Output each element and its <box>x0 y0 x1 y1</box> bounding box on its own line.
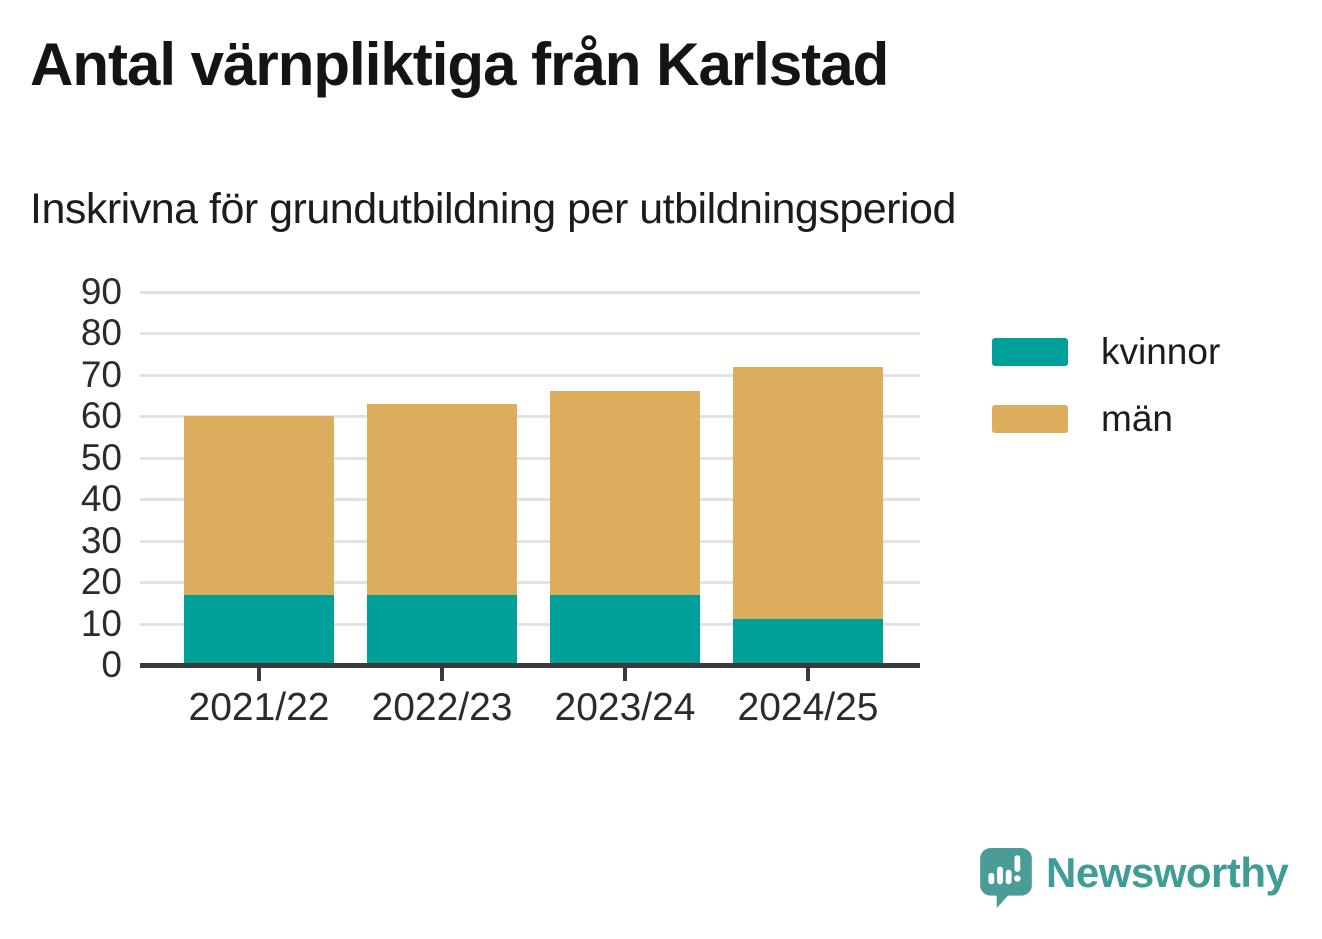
bar-segment-män-2022/23 <box>367 403 517 595</box>
bar-segment-män-2021/22 <box>184 416 334 595</box>
gridline-y-30 <box>140 539 920 543</box>
x-axis-tick-label: 2021/22 <box>188 686 330 729</box>
y-axis-tick-label: 80 <box>80 312 122 354</box>
x-axis-tick-label: 2022/23 <box>371 686 513 729</box>
x-axis-tick <box>806 668 810 681</box>
legend-label-kvinnor: kvinnor <box>1101 331 1221 372</box>
y-axis-tick-label: 10 <box>80 602 122 644</box>
brand-name: Newsworthy <box>1046 849 1289 896</box>
bar-segment-män-2024/25 <box>733 366 883 620</box>
y-axis-tick-label: 30 <box>80 519 122 561</box>
x-axis-baseline <box>140 663 920 668</box>
y-axis-tick-label: 90 <box>80 271 122 312</box>
bar-segment-män-2023/24 <box>550 391 700 595</box>
chart-legend: kvinnor män <box>992 333 1220 438</box>
newsworthy-logo-icon <box>980 848 1032 908</box>
x-axis-tick-label: 2023/24 <box>554 686 696 729</box>
gridline-y-60 <box>140 415 920 419</box>
bar-segment-kvinnor-2021/22 <box>184 594 334 665</box>
x-axis-tick-label: 2024/25 <box>737 686 879 729</box>
legend-label-män: män <box>1101 398 1173 439</box>
x-axis-tick <box>623 668 627 681</box>
gridline-y-80 <box>140 332 920 336</box>
legend-item-kvinnor: kvinnor <box>992 333 1220 371</box>
legend-swatch-män <box>992 405 1068 433</box>
gridline-y-90 <box>140 291 920 294</box>
y-axis-tick-label: 70 <box>80 353 122 395</box>
y-axis-tick-label: 0 <box>101 644 122 685</box>
gridline-y-50 <box>140 456 920 460</box>
legend-swatch-kvinnor <box>992 338 1068 366</box>
x-axis-tick <box>257 668 261 681</box>
gridline-y-70 <box>140 373 920 377</box>
gridline-y-10 <box>140 622 920 626</box>
bar-segment-kvinnor-2023/24 <box>550 594 700 665</box>
brand-footer: Newsworthy <box>979 847 1289 909</box>
gridline-y-40 <box>140 498 920 502</box>
y-axis-tick-label: 40 <box>80 478 122 520</box>
bar-segment-kvinnor-2022/23 <box>367 594 517 665</box>
y-axis-tick-label: 20 <box>80 561 122 603</box>
legend-item-män: män <box>992 400 1220 438</box>
y-axis-tick-label: 50 <box>80 436 122 478</box>
y-axis-tick-label: 60 <box>80 395 122 437</box>
bar-segment-kvinnor-2024/25 <box>733 619 883 665</box>
chart-subtitle: Inskrivna för grundutbildning per utbild… <box>30 185 956 233</box>
gridline-y-20 <box>140 581 920 585</box>
x-axis-tick <box>440 668 444 681</box>
chart-title: Antal värnpliktiga från Karlstad <box>30 31 889 98</box>
